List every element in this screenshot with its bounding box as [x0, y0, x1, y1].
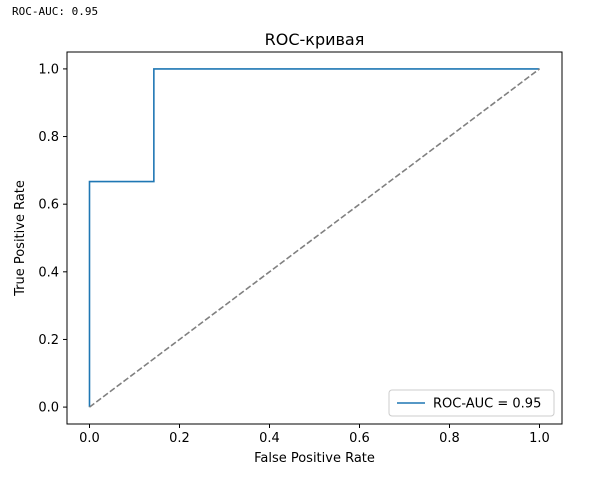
y-tick-label: 0.6 — [38, 198, 59, 213]
x-tick-label: 0.8 — [439, 431, 460, 446]
diagonal-reference-line — [89, 68, 540, 408]
legend-label: ROC-AUC = 0.95 — [433, 397, 541, 412]
x-tick-label: 0.0 — [79, 431, 100, 446]
plot-frame — [66, 51, 563, 425]
roc-curve-line — [88, 68, 540, 408]
chart-title: ROC-кривая — [265, 30, 365, 49]
plot-area: 0.0 0.2 0.4 0.6 0.8 1.0 0.0 0.2 0.4 0.6 0.8 1.0 — [38, 51, 563, 446]
y-tick-label: 0.8 — [38, 130, 59, 145]
console-output: ROC-AUC: 0.95 — [12, 5, 99, 18]
y-axis-label: True Positive Rate — [13, 180, 28, 297]
x-tick-label: 0.6 — [349, 431, 370, 446]
legend-box — [388, 389, 555, 417]
y-tick-label: 1.0 — [38, 62, 59, 77]
y-tick-label: 0.2 — [38, 333, 59, 348]
legend: ROC-AUC = 0.95 — [388, 389, 555, 417]
x-axis-label: False Positive Rate — [254, 451, 375, 466]
x-tick-label: 0.4 — [259, 431, 280, 446]
x-tick-label: 1.0 — [529, 431, 550, 446]
x-tick-label: 0.2 — [169, 431, 190, 446]
y-tick-label: 0.0 — [38, 401, 59, 416]
y-tick-label: 0.4 — [38, 265, 59, 280]
